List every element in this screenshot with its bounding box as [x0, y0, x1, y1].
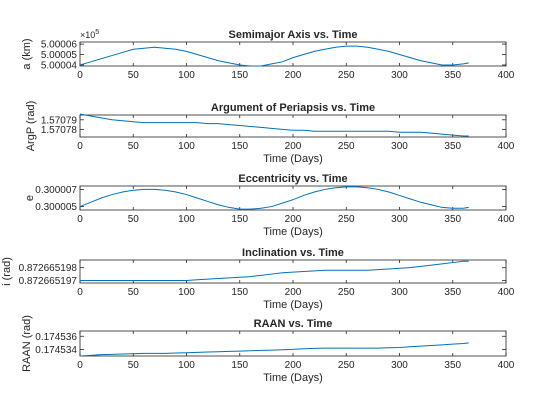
x-tick-label: 300: [391, 70, 408, 81]
y-tick-label: 0.174536: [35, 332, 77, 343]
y-tick-label: 5.00005: [41, 50, 78, 61]
subplot-title: Eccentricity vs. Time: [238, 173, 347, 185]
x-tick-label: 350: [444, 287, 461, 298]
x-axis-label: Time (Days): [263, 153, 322, 165]
x-tick-label: 150: [231, 214, 248, 225]
subplot-title: Argument of Periapsis vs. Time: [211, 102, 375, 114]
x-tick-label: 250: [338, 360, 355, 371]
x-tick-label: 200: [285, 214, 302, 225]
x-tick-label: 200: [285, 360, 302, 371]
x-tick-label: 400: [498, 70, 515, 81]
x-axis-label: Time (Days): [263, 299, 322, 311]
subplot-5: RAAN vs. Time 0 50 100 150 200 250 300 350 400 0.1…: [21, 315, 515, 384]
x-tick-label: 100: [178, 70, 195, 81]
subplot-title: RAAN vs. Time: [254, 318, 333, 330]
x-tick-label: 250: [338, 214, 355, 225]
subplot-3: Eccentricity vs. Time 0 50 100 150 200 250 300 3…: [24, 173, 515, 238]
x-tick-label: 300: [391, 141, 408, 152]
subplot-4: Inclination vs. Time 0 50 100 150 200 250 300 35…: [1, 247, 515, 311]
series-line: [79, 186, 469, 210]
x-tick-label: 150: [231, 141, 248, 152]
x-tick-label: 0: [77, 141, 83, 152]
x-tick-label: 300: [391, 214, 408, 225]
subplot-title: Inclination vs. Time: [242, 247, 344, 259]
y-axis-label: RAAN (rad): [21, 315, 33, 372]
series-line: [80, 260, 469, 281]
axes-box: [79, 41, 507, 67]
x-tick-label: 400: [498, 360, 515, 371]
x-tick-label: 0: [77, 214, 83, 225]
x-tick-label: 400: [498, 141, 515, 152]
axes-box: [79, 330, 507, 357]
x-tick-label: 400: [498, 287, 515, 298]
y-tick-label: 0.872665198: [19, 263, 78, 274]
y-tick-label: 0.300007: [35, 185, 77, 196]
x-tick-label: 300: [391, 360, 408, 371]
x-tick-label: 200: [285, 141, 302, 152]
x-tick-label: 150: [231, 360, 248, 371]
x-tick-label: 200: [285, 70, 302, 81]
x-tick-label: 100: [178, 287, 195, 298]
y-axis-label: ArgP (rad): [25, 101, 37, 152]
x-tick-label: 100: [178, 360, 195, 371]
y-tick-label: 0.300005: [35, 202, 77, 213]
series-line: [79, 45, 469, 67]
x-tick-label: 0: [77, 287, 83, 298]
x-tick-label: 350: [444, 360, 461, 371]
x-tick-label: 50: [128, 360, 140, 371]
x-tick-label: 150: [231, 287, 248, 298]
x-tick-label: 300: [391, 287, 408, 298]
x-tick-label: 250: [338, 287, 355, 298]
y-tick-label: 5.00006: [41, 40, 78, 51]
x-tick-label: 250: [338, 70, 355, 81]
y-tick-label: 1.57078: [41, 125, 78, 136]
y-exponent-label: ×105: [80, 29, 99, 40]
y-tick-label: 1.57079: [41, 115, 78, 126]
x-tick-label: 100: [178, 214, 195, 225]
x-tick-label: 50: [128, 287, 140, 298]
x-tick-label: 350: [444, 214, 461, 225]
y-tick-label: 0.174534: [35, 345, 77, 356]
subplot-title: Semimajor Axis vs. Time: [228, 29, 357, 41]
x-tick-label: 350: [444, 70, 461, 81]
subplot-2: Argument of Periapsis vs. Time 0 50 100 150 2…: [25, 101, 515, 165]
x-tick-label: 400: [498, 214, 515, 225]
x-tick-label: 100: [178, 141, 195, 152]
y-tick-label: 0.872665197: [19, 276, 78, 287]
x-tick-label: 0: [77, 360, 83, 371]
x-tick-label: 150: [231, 70, 248, 81]
y-axis-label: a (km): [21, 38, 33, 69]
y-axis-label: e: [24, 195, 36, 201]
x-tick-label: 350: [444, 141, 461, 152]
x-tick-label: 250: [338, 141, 355, 152]
y-axis-label: i (rad): [1, 257, 13, 286]
series-line: [79, 342, 469, 357]
y-tick-label: 5.00004: [41, 60, 78, 71]
subplot-1: Semimajor Axis vs. Time 0 50 100 150 200 250 30…: [21, 29, 515, 81]
x-tick-label: 200: [285, 287, 302, 298]
x-axis-label: Time (Days): [263, 226, 322, 238]
x-axis-label: Time (Days): [263, 372, 322, 384]
x-tick-label: 50: [128, 214, 140, 225]
x-tick-label: 50: [128, 141, 140, 152]
series-line: [79, 113, 469, 137]
x-tick-label: 0: [77, 70, 83, 81]
x-tick-label: 50: [128, 70, 140, 81]
